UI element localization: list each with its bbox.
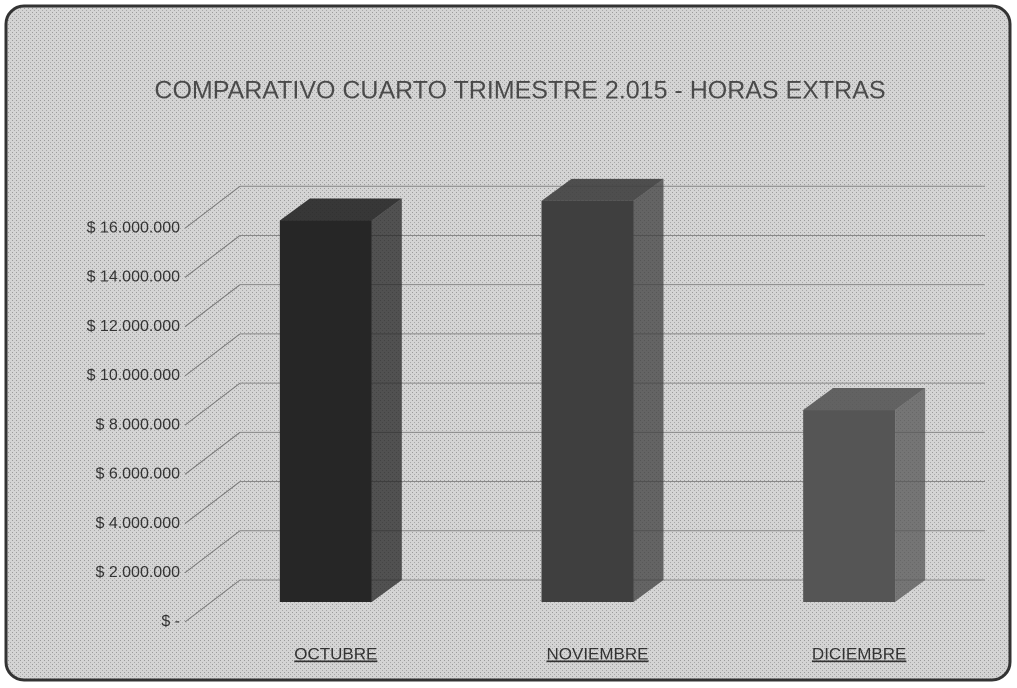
x-tick-label: NOVIEMBRE — [546, 644, 648, 663]
y-tick-label: $ 6.000.000 — [95, 466, 180, 483]
grid-diagonal — [184, 333, 241, 377]
y-tick-label: $ - — [161, 613, 180, 630]
grid-diagonal — [184, 530, 241, 574]
y-tick-label: $ 10.000.000 — [87, 367, 181, 384]
y-tick-label: $ 14.000.000 — [87, 269, 181, 286]
chart-frame — [4, 4, 1012, 682]
bar — [279, 220, 372, 602]
grid-diagonal — [184, 235, 241, 278]
y-tick-label: $ 2.000.000 — [95, 564, 180, 581]
grid-diagonal — [184, 481, 241, 524]
x-tick-label: OCTUBRE — [294, 644, 377, 663]
grid-diagonal — [184, 579, 241, 623]
bar — [541, 200, 634, 603]
bar-side — [371, 198, 402, 602]
bar-side — [633, 178, 664, 603]
bar-top — [803, 388, 926, 411]
grid-diagonal — [184, 382, 241, 426]
y-tick-label: $ 12.000.000 — [87, 318, 181, 335]
y-tick-label: $ 8.000.000 — [95, 416, 180, 433]
bar-top — [279, 198, 402, 221]
x-tick-label: DICIEMBRE — [812, 644, 906, 663]
grid-diagonal — [184, 431, 241, 475]
bar-top — [541, 178, 664, 201]
y-tick-label: $ 4.000.000 — [95, 515, 180, 532]
chart-title: COMPARATIVO CUARTO TRIMESTRE 2.015 - HOR… — [154, 77, 885, 105]
grid-diagonal — [184, 185, 241, 229]
y-tick-label: $ 16.000.000 — [87, 219, 181, 236]
grid-diagonal — [184, 284, 241, 328]
bar — [803, 410, 896, 602]
bar-side — [895, 388, 926, 602]
